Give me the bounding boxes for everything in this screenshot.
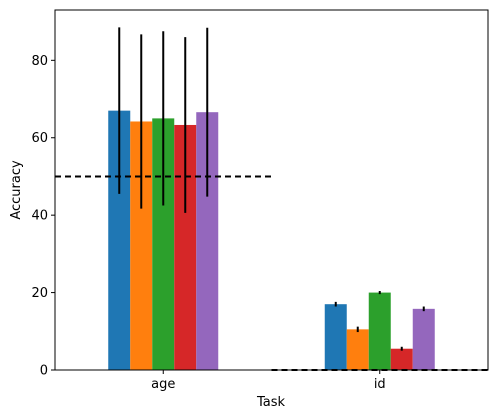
- y-tick-label-0: 0: [40, 364, 48, 379]
- y-tick-label-20: 20: [31, 286, 48, 301]
- bars-group: [108, 110, 435, 371]
- bar-age-2: [130, 121, 153, 370]
- bar-age-3: [152, 118, 175, 370]
- x-tick-label-age: age: [151, 377, 175, 392]
- plot-frame: [54, 9, 489, 371]
- x-axis-label: Task: [256, 395, 286, 410]
- bar-id-4: [390, 348, 413, 370]
- bar-id-5: [412, 308, 435, 370]
- x-axis: age id: [151, 370, 386, 392]
- y-tick-label-40: 40: [31, 209, 48, 224]
- y-tick-label-80: 80: [31, 54, 48, 69]
- bar-age-5: [196, 112, 219, 371]
- y-axis: 0 20 40 60 80: [31, 54, 55, 379]
- error-bars-group: [118, 27, 425, 351]
- bar-age-1: [108, 110, 131, 370]
- y-axis-label: Accuracy: [9, 160, 24, 220]
- bar-id-1: [324, 304, 347, 370]
- bar-age-4: [174, 124, 197, 370]
- x-tick-label-id: id: [374, 377, 386, 392]
- bar-id-2: [346, 329, 369, 370]
- y-tick-label-60: 60: [31, 131, 48, 146]
- bar-id-3: [368, 292, 391, 370]
